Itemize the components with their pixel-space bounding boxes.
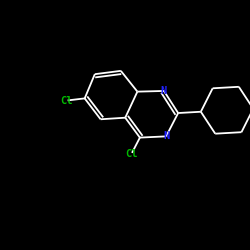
Text: N: N (161, 86, 167, 96)
Text: N: N (163, 131, 169, 141)
Text: Cl: Cl (125, 149, 138, 159)
Text: Cl: Cl (60, 96, 72, 106)
